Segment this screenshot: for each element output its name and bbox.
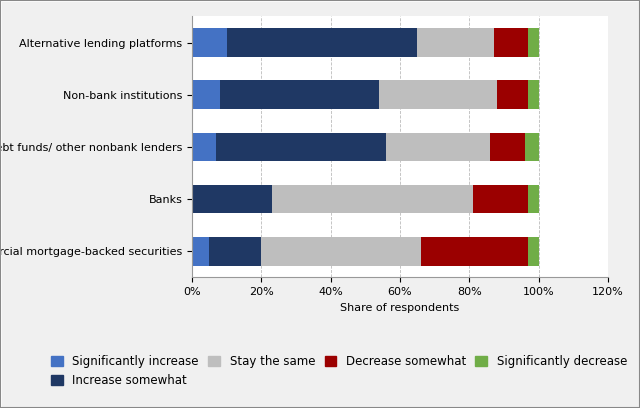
Bar [216, 133, 386, 161]
Bar [192, 28, 227, 57]
Bar [493, 28, 528, 57]
Bar [272, 185, 473, 213]
Bar [528, 185, 539, 213]
Bar [380, 80, 497, 109]
Bar [261, 237, 421, 266]
Bar [192, 133, 216, 161]
Bar [386, 133, 490, 161]
Bar [227, 28, 417, 57]
Bar [525, 133, 539, 161]
Bar [417, 28, 493, 57]
Bar [192, 80, 220, 109]
Bar [192, 185, 272, 213]
Bar [220, 80, 380, 109]
X-axis label: Share of respondents: Share of respondents [340, 303, 460, 313]
Bar [192, 237, 209, 266]
Bar [528, 237, 539, 266]
Bar [421, 237, 528, 266]
Bar [497, 80, 528, 109]
Legend: Significantly increase, Increase somewhat, Stay the same, Decrease somewhat, Sig: Significantly increase, Increase somewha… [47, 350, 632, 392]
Bar [209, 237, 261, 266]
Bar [528, 28, 539, 57]
Bar [473, 185, 528, 213]
Bar [490, 133, 525, 161]
Bar [528, 80, 539, 109]
